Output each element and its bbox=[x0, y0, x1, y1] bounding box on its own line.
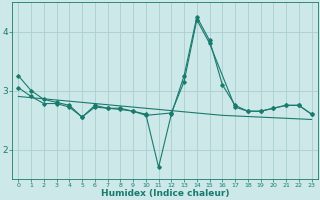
X-axis label: Humidex (Indice chaleur): Humidex (Indice chaleur) bbox=[101, 189, 229, 198]
